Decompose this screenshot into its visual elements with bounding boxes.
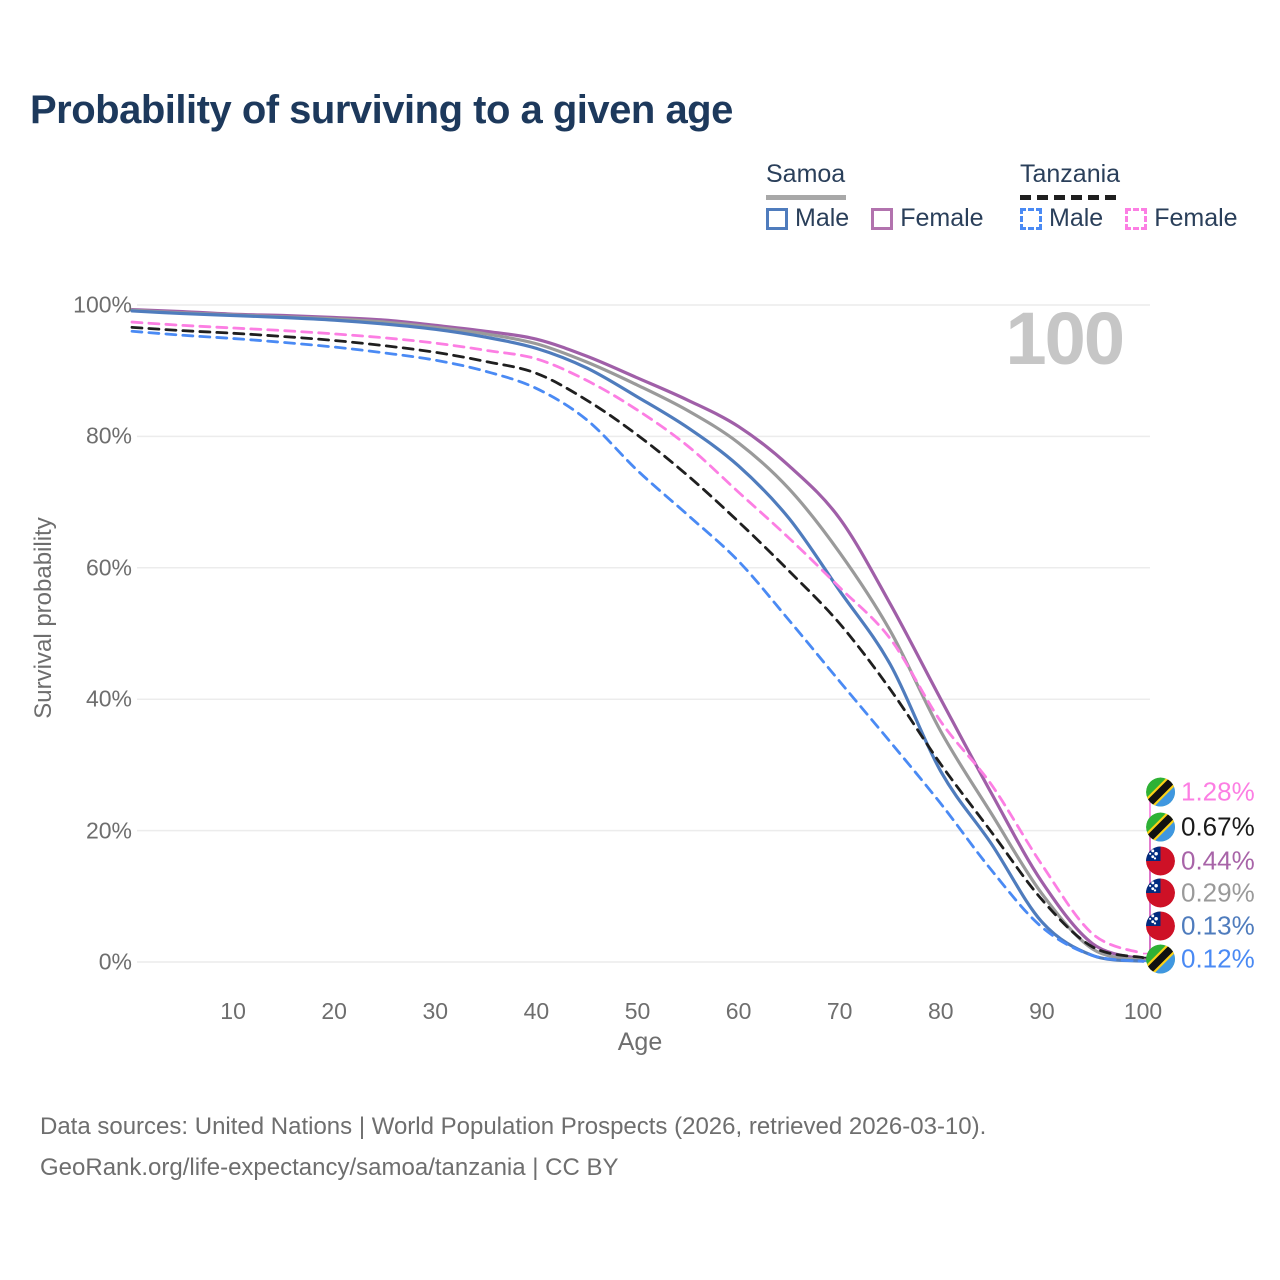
x-tick-10: 10	[220, 998, 246, 1024]
end-label-samoa-all: 0.29%	[1146, 878, 1255, 909]
tanzania-female-swatch-icon	[1125, 207, 1148, 230]
chart-title: Probability of surviving to a given age	[30, 88, 733, 132]
end-label-samoa-male: 0.13%	[1146, 911, 1255, 942]
legend-item-tanzania-male[interactable]: Male	[1020, 204, 1103, 233]
y-tick-80%: 80%	[85, 422, 132, 449]
end-label-samoa-female: 0.44%	[1146, 846, 1255, 877]
legend-group-samoa-name: Samoa	[766, 160, 846, 188]
gridlines	[137, 304, 1150, 963]
end-value: 0.67%	[1181, 811, 1255, 842]
end-label-tanzania-all: 0.67%	[1146, 812, 1255, 843]
x-tick-20: 20	[321, 998, 347, 1024]
y-tick-40%: 40%	[85, 685, 132, 712]
age-counter-watermark: 100	[1005, 297, 1125, 380]
end-value: 0.13%	[1181, 910, 1255, 941]
data-sources-line: Data sources: United Nations | World Pop…	[40, 1113, 987, 1140]
x-tick-60: 60	[725, 998, 752, 1024]
curves	[130, 307, 1145, 963]
end-label-tanzania-female: 1.28%	[1146, 777, 1255, 808]
x-tick-30: 30	[422, 998, 449, 1024]
end-value: 0.29%	[1181, 877, 1255, 908]
curve-samoa-male	[130, 309, 1145, 963]
end-value: 0.12%	[1181, 943, 1255, 974]
tanzania-flag-icon	[1146, 812, 1175, 842]
x-tick-100: 100	[1123, 998, 1163, 1024]
y-tick-20%: 20%	[85, 817, 132, 844]
legend-label: Male	[795, 204, 850, 232]
x-tick-70: 70	[826, 998, 853, 1024]
legend-label: Female	[900, 204, 984, 232]
samoa-male-swatch-icon	[766, 207, 788, 230]
samoa-female-swatch-icon	[871, 207, 894, 230]
end-label-tanzania-male: 0.12%	[1146, 944, 1255, 975]
x-axis-title: Age	[617, 1028, 663, 1056]
legend-group-samoa: Samoa Male Female	[766, 160, 984, 232]
tanzania-flag-icon	[1146, 944, 1175, 974]
x-tick-90: 90	[1029, 998, 1055, 1024]
curve-tanzania-female	[130, 320, 1145, 955]
curve-samoa-all	[130, 308, 1145, 962]
tanzania-dashed-line-sample	[1020, 195, 1120, 200]
x-tick-80: 80	[928, 998, 954, 1024]
legend-item-samoa-male[interactable]: Male	[766, 204, 849, 233]
legend-group-tanzania: Tanzania Male Female	[1020, 160, 1238, 232]
legend-label: Male	[1049, 204, 1104, 232]
curve-tanzania-all	[130, 325, 1145, 959]
legend-group-tanzania-name: Tanzania	[1020, 160, 1121, 188]
y-tick-100%: 100%	[73, 291, 132, 318]
legend-label: Female	[1154, 204, 1238, 232]
legend-item-samoa-female[interactable]: Female	[871, 204, 984, 233]
tanzania-male-swatch-icon	[1020, 207, 1042, 230]
samoa-flag-icon	[1146, 846, 1175, 876]
attribution-footer: Data sources: United Nations | World Pop…	[40, 1106, 986, 1189]
legend-item-tanzania-female[interactable]: Female	[1125, 204, 1238, 233]
y-tick-60%: 60%	[85, 554, 132, 581]
curve-tanzania-male	[130, 329, 1145, 963]
samoa-flag-icon	[1146, 878, 1175, 908]
y-tick-0%: 0%	[98, 948, 132, 975]
x-tick-50: 50	[624, 998, 651, 1024]
end-value: 0.44%	[1181, 845, 1255, 876]
end-value: 1.28%	[1181, 776, 1255, 807]
tanzania-flag-icon	[1146, 777, 1175, 807]
x-tick-40: 40	[523, 998, 550, 1024]
curve-samoa-female	[130, 307, 1145, 961]
source-url-line: GeoRank.org/life-expectancy/samoa/tanzan…	[40, 1154, 619, 1182]
samoa-flag-icon	[1146, 911, 1175, 941]
samoa-solid-line-sample	[766, 195, 846, 200]
